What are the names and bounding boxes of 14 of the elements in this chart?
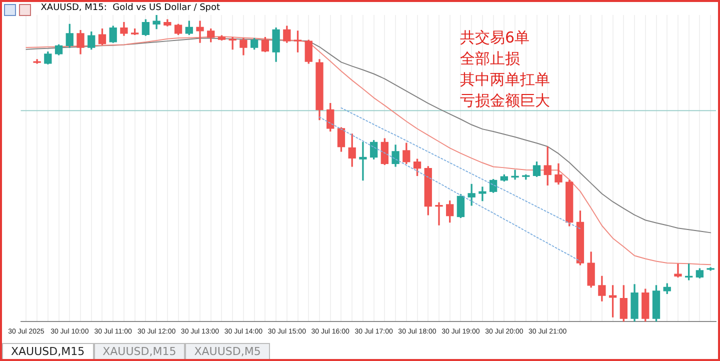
candlestick xyxy=(478,186,486,202)
chart-title: XAUUSD, M15: Gold vs US Dollar / Spot xyxy=(40,2,221,13)
annotation: 共交易6单 xyxy=(460,28,530,46)
text: XAUUSD,M15 xyxy=(94,343,186,360)
text: XAUUSD,M15 xyxy=(2,343,94,360)
candlestick xyxy=(435,202,443,226)
candlestick xyxy=(196,20,204,43)
candlestick xyxy=(359,142,367,181)
candlestick xyxy=(674,264,682,278)
annotation: 全部止损 xyxy=(460,49,520,68)
text: XAUUSD,M5 xyxy=(185,343,270,360)
candlestick xyxy=(511,170,519,180)
annotation: 其中两单扛单 xyxy=(460,70,550,88)
annotation: 亏损金额巨大 xyxy=(460,91,550,110)
